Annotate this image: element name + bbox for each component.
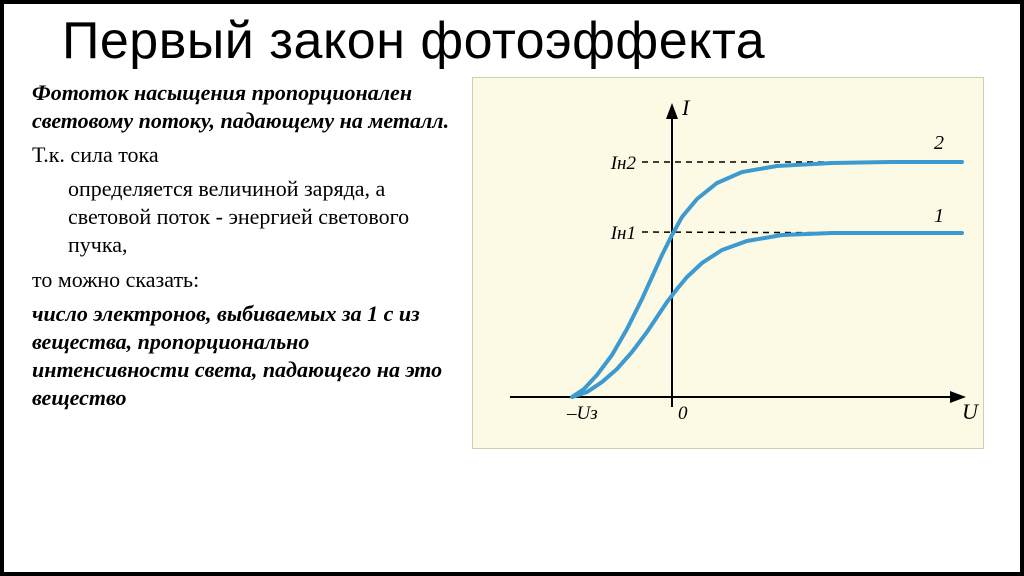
slide-frame: Первый закон фотоэффекта Фототок насыщен… xyxy=(0,0,1024,576)
paragraph-law-statement: Фототок насыщения пропорционален светово… xyxy=(32,79,462,135)
saturation-tick-1: Iн1 xyxy=(610,223,636,244)
curve-1-label: 1 xyxy=(934,205,944,227)
iv-chart: –Uз 0 U I Iн2 Iн1 1 2 xyxy=(472,77,982,447)
slide-title: Первый закон фотоэффекта xyxy=(62,14,992,69)
curve-2-label: 2 xyxy=(934,132,944,154)
paragraph-since-a: Т.к. сила тока xyxy=(32,141,462,169)
y-axis-label: I xyxy=(681,95,691,120)
paragraph-thus: то можно сказать: xyxy=(32,266,462,294)
curve-2 xyxy=(572,162,962,397)
saturation-tick-2: Iн2 xyxy=(610,153,637,174)
origin-label: 0 xyxy=(678,403,688,424)
text-column: Фототок насыщения пропорционален светово… xyxy=(32,77,462,447)
content-row: Фототок насыщения пропорционален светово… xyxy=(32,77,992,447)
u-stop-label: –Uз xyxy=(566,403,598,424)
paragraph-conclusion: число электронов, выбиваемых за 1 с из в… xyxy=(32,300,462,413)
curve-1 xyxy=(572,233,962,397)
paragraph-since-b: определяется величиной заряда, а светово… xyxy=(68,175,462,259)
x-axis-label: U xyxy=(962,399,980,424)
chart-panel: –Uз 0 U I Iн2 Iн1 1 2 xyxy=(472,77,982,447)
